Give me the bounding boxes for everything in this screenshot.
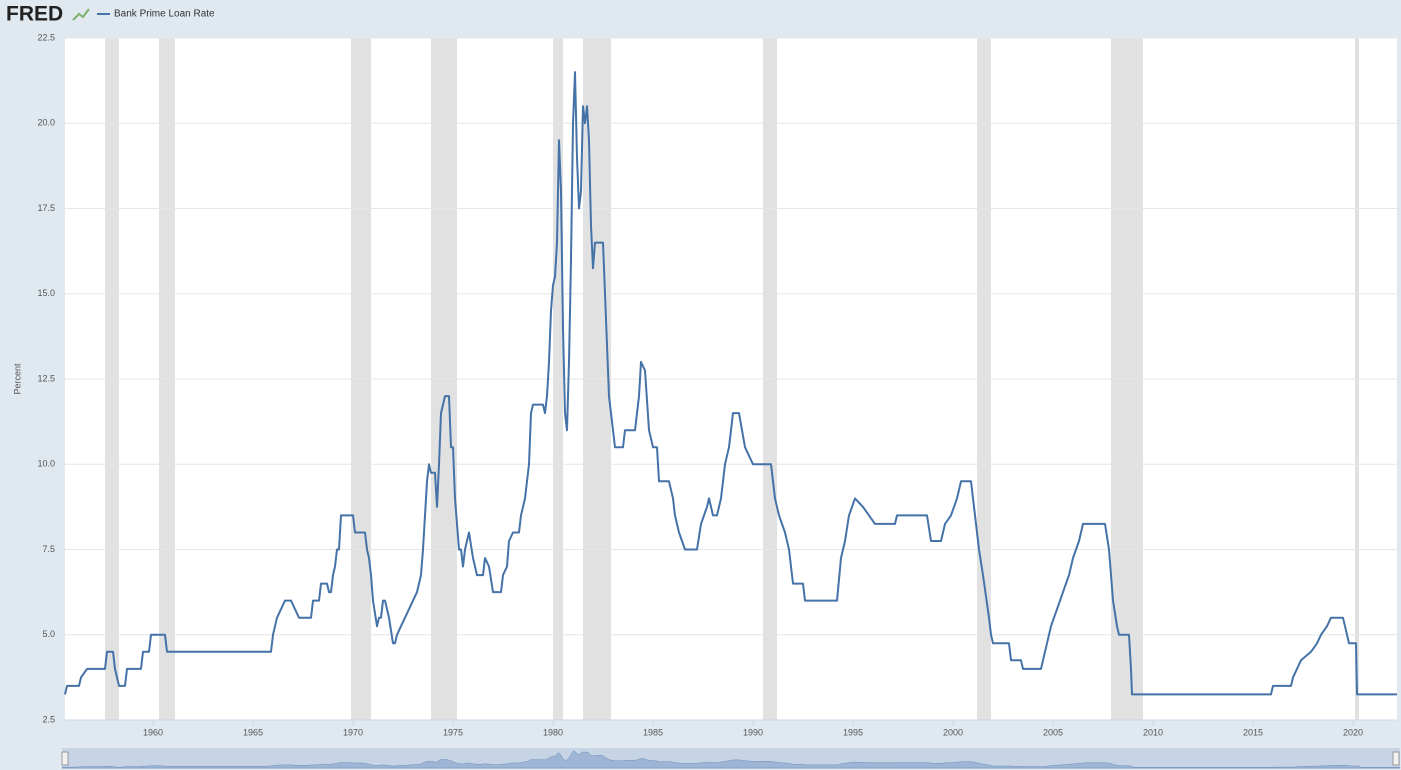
legend-label: Bank Prime Loan Rate <box>114 9 215 20</box>
series-line <box>64 71 1397 696</box>
y-tick-label: 5.0 <box>42 629 55 639</box>
navigator-handle-right[interactable] <box>1392 751 1400 766</box>
y-tick-label: 22.5 <box>37 32 55 42</box>
x-tick-label: 2020 <box>1343 727 1363 737</box>
x-tick-label: 2010 <box>1143 727 1163 737</box>
navigator[interactable] <box>62 748 1400 769</box>
y-tick-label: 17.5 <box>37 203 55 213</box>
x-tick-label: 2015 <box>1243 727 1263 737</box>
y-tick-label: 15.0 <box>37 288 55 298</box>
y-axis-label: Percent <box>12 363 22 395</box>
x-tick-label: 1960 <box>143 727 163 737</box>
y-tick-label: 10.0 <box>37 459 55 469</box>
brand-logo[interactable]: FRED <box>6 3 63 26</box>
navigator-series <box>61 750 1401 769</box>
y-tick-label: 20.0 <box>37 118 55 128</box>
x-tick-label: 1980 <box>543 727 563 737</box>
x-tick-label: 1965 <box>243 727 263 737</box>
x-tick-label: 1970 <box>343 727 363 737</box>
y-tick-label: 2.5 <box>42 714 55 724</box>
x-tick-label: 1990 <box>743 727 763 737</box>
x-tick-label: 1975 <box>443 727 463 737</box>
logo-icon <box>72 8 90 21</box>
x-tick-label: 1995 <box>843 727 863 737</box>
y-tick-label: 12.5 <box>37 373 55 383</box>
x-tick-label: 1985 <box>643 727 663 737</box>
x-tick-label: 2005 <box>1043 727 1063 737</box>
x-tick-label: 2000 <box>943 727 963 737</box>
navigator-handle-left[interactable] <box>61 751 69 766</box>
y-tick-label: 7.5 <box>42 544 55 554</box>
